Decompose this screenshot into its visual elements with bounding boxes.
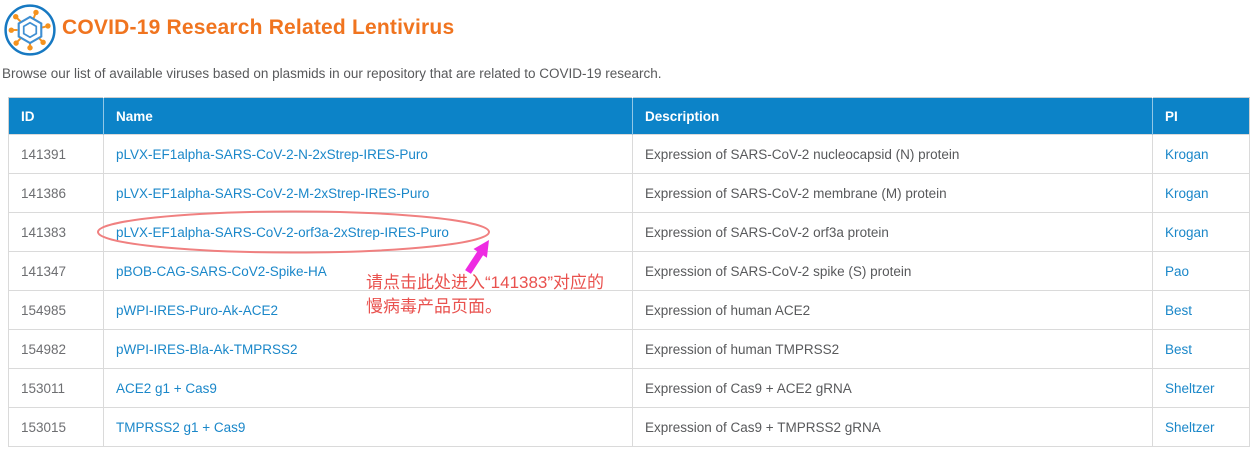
column-header-id: ID: [8, 97, 104, 135]
pi-link[interactable]: Krogan: [1165, 224, 1209, 240]
cell-id: 141386: [8, 173, 104, 213]
cell-pi: Best: [1152, 329, 1250, 369]
column-header-description: Description: [632, 97, 1153, 135]
pi-link[interactable]: Pao: [1165, 263, 1190, 279]
cell-name: pLVX-EF1alpha-SARS-CoV-2-orf3a-2xStrep-I…: [103, 212, 633, 252]
table-row: 154982 pWPI-IRES-Bla-Ak-TMPRSS2 Expressi…: [8, 329, 1250, 369]
plasmid-name-link[interactable]: TMPRSS2 g1 + Cas9: [116, 419, 246, 435]
table-row: 153011 ACE2 g1 + Cas9 Expression of Cas9…: [8, 368, 1250, 408]
cell-id: 141391: [8, 134, 104, 174]
table-row: 154985 pWPI-IRES-Puro-Ak-ACE2 Expression…: [8, 290, 1250, 330]
cell-name: pWPI-IRES-Bla-Ak-TMPRSS2: [103, 329, 633, 369]
cell-id: 141383: [8, 212, 104, 252]
pi-link[interactable]: Krogan: [1165, 146, 1209, 162]
pi-link[interactable]: Sheltzer: [1165, 380, 1215, 396]
cell-pi: Krogan: [1152, 173, 1250, 213]
plasmid-name-link[interactable]: pLVX-EF1alpha-SARS-CoV-2-M-2xStrep-IRES-…: [116, 185, 430, 201]
cell-description: Expression of SARS-CoV-2 nucleocapsid (N…: [632, 134, 1153, 174]
pi-link[interactable]: Best: [1165, 341, 1193, 357]
lentivirus-table: ID Name Description PI 141391 pLVX-EF1al…: [8, 97, 1250, 447]
table-header-row: ID Name Description PI: [8, 97, 1250, 135]
table-row: 141386 pLVX-EF1alpha-SARS-CoV-2-M-2xStre…: [8, 173, 1250, 213]
table-row: 153015 TMPRSS2 g1 + Cas9 Expression of C…: [8, 407, 1250, 447]
table-row: 141391 pLVX-EF1alpha-SARS-CoV-2-N-2xStre…: [8, 134, 1250, 174]
plasmid-name-link[interactable]: pLVX-EF1alpha-SARS-CoV-2-N-2xStrep-IRES-…: [116, 146, 428, 162]
cell-id: 154982: [8, 329, 104, 369]
cell-pi: Krogan: [1152, 134, 1250, 174]
cell-description: Expression of human ACE2: [632, 290, 1153, 330]
cell-name: pLVX-EF1alpha-SARS-CoV-2-M-2xStrep-IRES-…: [103, 173, 633, 213]
virus-icon: [3, 3, 57, 57]
cell-id: 154985: [8, 290, 104, 330]
cell-pi: Pao: [1152, 251, 1250, 291]
cell-pi: Sheltzer: [1152, 368, 1250, 408]
cell-description: Expression of Cas9 + TMPRSS2 gRNA: [632, 407, 1153, 447]
table-row: 141383 pLVX-EF1alpha-SARS-CoV-2-orf3a-2x…: [8, 212, 1250, 252]
cell-id: 141347: [8, 251, 104, 291]
cell-description: Expression of human TMPRSS2: [632, 329, 1153, 369]
cell-name: pWPI-IRES-Puro-Ak-ACE2: [103, 290, 633, 330]
cell-name: ACE2 g1 + Cas9: [103, 368, 633, 408]
cell-description: Expression of SARS-CoV-2 orf3a protein: [632, 212, 1153, 252]
cell-name: pBOB-CAG-SARS-CoV2-Spike-HA: [103, 251, 633, 291]
cell-pi: Krogan: [1152, 212, 1250, 252]
column-header-name: Name: [103, 97, 633, 135]
cell-pi: Sheltzer: [1152, 407, 1250, 447]
cell-id: 153015: [8, 407, 104, 447]
plasmid-name-link[interactable]: ACE2 g1 + Cas9: [116, 380, 217, 396]
cell-description: Expression of Cas9 + ACE2 gRNA: [632, 368, 1153, 408]
plasmid-name-link[interactable]: pLVX-EF1alpha-SARS-CoV-2-orf3a-2xStrep-I…: [116, 224, 449, 240]
cell-id: 153011: [8, 368, 104, 408]
pi-link[interactable]: Best: [1165, 302, 1193, 318]
cell-description: Expression of SARS-CoV-2 spike (S) prote…: [632, 251, 1153, 291]
cell-name: TMPRSS2 g1 + Cas9: [103, 407, 633, 447]
page-subtitle: Browse our list of available viruses bas…: [2, 66, 662, 81]
plasmid-name-link[interactable]: pWPI-IRES-Bla-Ak-TMPRSS2: [116, 341, 298, 357]
cell-description: Expression of SARS-CoV-2 membrane (M) pr…: [632, 173, 1153, 213]
page-title: COVID-19 Research Related Lentivirus: [62, 16, 455, 39]
pi-link[interactable]: Krogan: [1165, 185, 1209, 201]
plasmid-name-link[interactable]: pWPI-IRES-Puro-Ak-ACE2: [116, 302, 279, 318]
column-header-pi: PI: [1152, 97, 1250, 135]
pi-link[interactable]: Sheltzer: [1165, 419, 1215, 435]
cell-name: pLVX-EF1alpha-SARS-CoV-2-N-2xStrep-IRES-…: [103, 134, 633, 174]
cell-pi: Best: [1152, 290, 1250, 330]
table-row: 141347 pBOB-CAG-SARS-CoV2-Spike-HA Expre…: [8, 251, 1250, 291]
plasmid-name-link[interactable]: pBOB-CAG-SARS-CoV2-Spike-HA: [116, 263, 327, 279]
